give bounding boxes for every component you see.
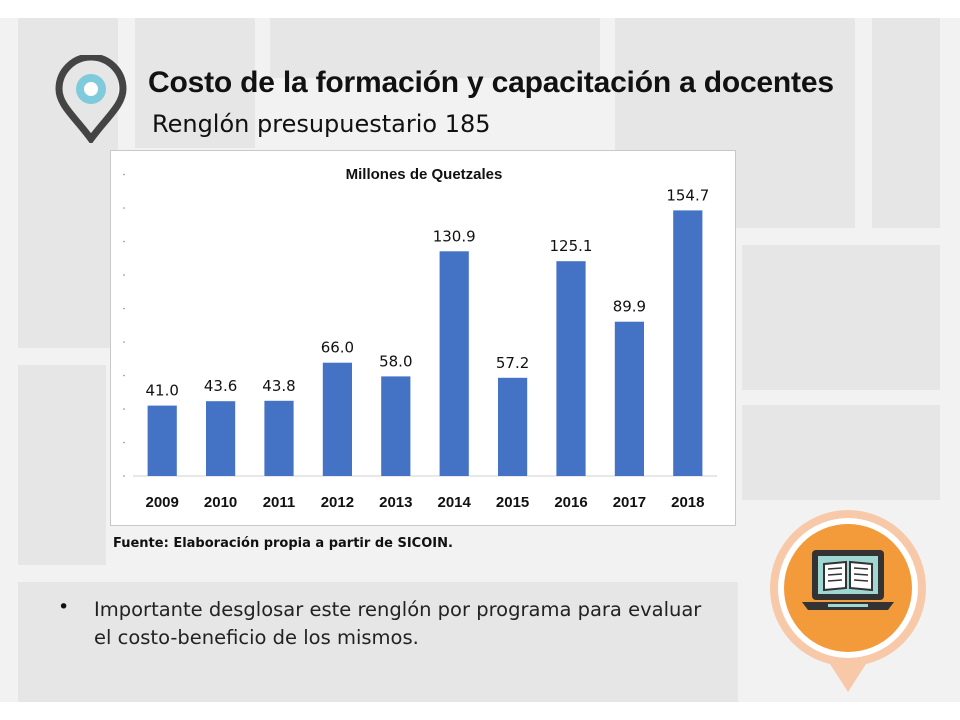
bar-2012 <box>322 362 352 476</box>
y-tick-mark <box>123 307 125 310</box>
bar-2018 <box>673 210 703 476</box>
bar-2010 <box>206 401 236 476</box>
location-pin-icon <box>55 55 127 143</box>
bar-2016 <box>556 261 586 476</box>
bar-chart: Millones de Quetzales 41.0 43.6 43.8 66.0 58… <box>110 150 736 526</box>
page-title: Costo de la formación y capacitación a d… <box>148 66 834 99</box>
value-label-2014: 130.9 <box>433 227 476 245</box>
y-tick-mark <box>123 408 125 410</box>
bg-block <box>270 18 600 78</box>
page-subtitle: Renglón presupuestario 185 <box>152 110 491 138</box>
bg-road <box>0 0 960 18</box>
y-tick-mark <box>123 173 125 176</box>
value-label-2012: 66.0 <box>321 339 354 357</box>
chart-canvas: Millones de Quetzales 41.0 43.6 43.8 66.0 58… <box>123 166 717 511</box>
bg-block <box>18 365 106 565</box>
x-tick-label-2017: 2017 <box>613 494 646 511</box>
bullet-marker: • <box>58 596 70 618</box>
bar-2017 <box>614 321 644 476</box>
bar-2011 <box>264 400 294 476</box>
x-tick-label-2013: 2013 <box>379 494 412 511</box>
bg-block <box>742 405 940 500</box>
x-tick-label-2016: 2016 <box>554 494 587 511</box>
bg-block <box>18 582 738 702</box>
y-tick-mark <box>123 207 125 209</box>
chart-title: Millones de Quetzales <box>346 166 503 183</box>
value-label-2013: 58.0 <box>379 352 412 370</box>
x-tick-label-2011: 2011 <box>263 494 296 511</box>
x-tick-label-2009: 2009 <box>146 494 179 511</box>
laptop-book-icon <box>770 510 926 692</box>
bg-block <box>18 18 118 348</box>
source-note: Fuente: Elaboración propia a partir de S… <box>113 536 453 551</box>
bar-2009 <box>147 405 177 476</box>
value-label-2018: 154.7 <box>666 186 709 204</box>
y-tick-mark <box>123 374 125 377</box>
bg-road <box>0 702 960 720</box>
y-tick-mark <box>123 475 125 477</box>
x-tick-label-2012: 2012 <box>321 494 354 511</box>
value-label-2009: 41.0 <box>145 382 178 400</box>
value-label-2017: 89.9 <box>613 298 646 316</box>
y-tick-mark <box>123 274 125 276</box>
y-tick-mark <box>123 240 125 243</box>
bg-block <box>742 245 940 390</box>
bullet-text: Importante desglosar este renglón por pr… <box>94 598 702 649</box>
x-tick-label-2014: 2014 <box>438 494 472 511</box>
value-label-2015: 57.2 <box>496 354 529 372</box>
bar-2013 <box>381 376 411 476</box>
value-label-2011: 43.8 <box>262 377 295 395</box>
bg-block <box>872 18 940 228</box>
y-tick-mark <box>123 341 125 343</box>
x-tick-label-2015: 2015 <box>496 494 529 511</box>
x-tick-label-2010: 2010 <box>204 494 237 511</box>
bar-2015 <box>498 377 528 476</box>
value-label-2016: 125.1 <box>550 237 593 255</box>
x-tick-label-2018: 2018 <box>671 494 704 511</box>
y-tick-mark <box>123 441 125 444</box>
bar-2014 <box>439 251 469 476</box>
bg-block <box>135 18 255 148</box>
value-label-2010: 43.6 <box>204 377 237 395</box>
